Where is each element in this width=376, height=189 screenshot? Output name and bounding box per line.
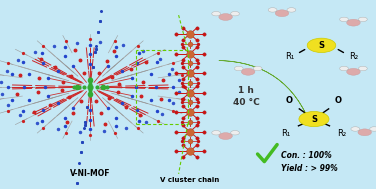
Circle shape (219, 14, 232, 20)
Circle shape (340, 17, 349, 22)
Circle shape (219, 133, 232, 139)
Text: 1 h: 1 h (238, 86, 254, 95)
Text: Con. : 100%: Con. : 100% (281, 151, 332, 160)
Circle shape (234, 66, 243, 71)
Circle shape (268, 8, 277, 12)
Circle shape (347, 68, 360, 75)
Circle shape (241, 68, 255, 75)
Text: O: O (335, 96, 342, 105)
Text: R₂: R₂ (338, 129, 347, 138)
Circle shape (230, 12, 240, 16)
Circle shape (253, 66, 262, 71)
Circle shape (351, 127, 360, 131)
Text: O: O (286, 96, 293, 105)
Text: 40 °C: 40 °C (233, 98, 260, 107)
Circle shape (340, 66, 349, 71)
Circle shape (347, 19, 360, 26)
Text: S: S (311, 115, 317, 124)
Circle shape (358, 17, 367, 22)
Text: R₁: R₁ (285, 52, 294, 61)
Circle shape (275, 10, 289, 17)
Circle shape (299, 112, 329, 127)
Text: Yield : > 99%: Yield : > 99% (281, 164, 338, 173)
Circle shape (358, 129, 371, 136)
Circle shape (287, 8, 296, 12)
Circle shape (370, 127, 376, 131)
Circle shape (358, 66, 367, 71)
Circle shape (230, 131, 240, 135)
Circle shape (212, 12, 221, 16)
Text: V-NI-MOF: V-NI-MOF (70, 169, 111, 178)
Text: S: S (318, 41, 324, 50)
Circle shape (212, 131, 221, 135)
FancyArrowPatch shape (219, 60, 311, 126)
Text: R₂: R₂ (349, 52, 358, 61)
Text: R₁: R₁ (281, 129, 290, 138)
Circle shape (307, 38, 336, 53)
Text: V cluster chain: V cluster chain (160, 177, 220, 183)
